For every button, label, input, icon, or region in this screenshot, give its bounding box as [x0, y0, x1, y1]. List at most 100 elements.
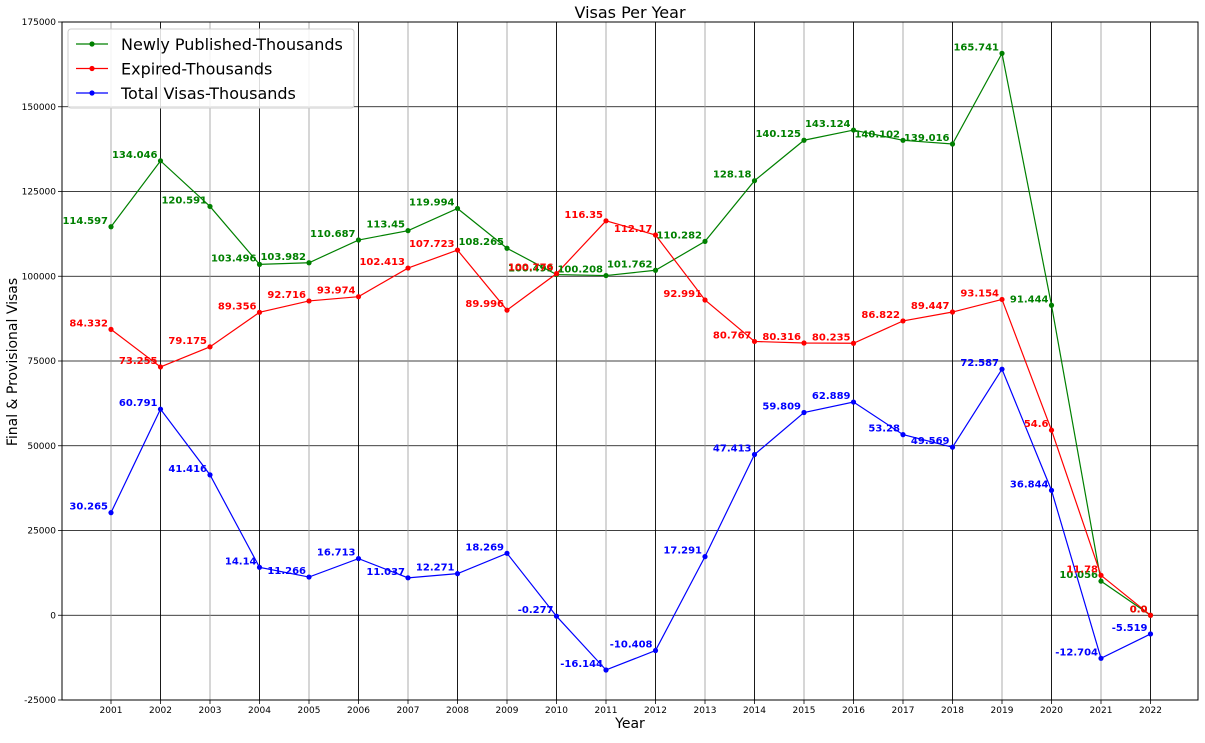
data-label-newly-published: 165.741	[953, 42, 999, 53]
data-point-expired	[256, 309, 263, 315]
series-group	[108, 50, 1154, 673]
data-label-total-visas: -5.519	[1112, 623, 1148, 634]
data-label-newly-published: 114.597	[62, 216, 108, 227]
data-label-total-visas: 14.14	[225, 556, 257, 567]
x-tick-label: 2018	[941, 706, 964, 716]
x-tick-label: 2001	[100, 706, 123, 716]
data-label-newly-published: 134.046	[112, 150, 158, 161]
series-line-newly-published	[110, 51, 1151, 616]
legend: Newly Published-Thousands Expired-Thousan…	[67, 28, 355, 109]
data-label-expired: 112.17	[614, 224, 653, 235]
data-label-total-visas: 47.413	[713, 444, 752, 455]
data-label-total-visas: 49.569	[911, 436, 950, 447]
data-point-newly-published	[1098, 578, 1104, 584]
data-point-total-visas	[999, 366, 1005, 372]
data-point-expired	[949, 309, 956, 315]
data-point-total-visas	[454, 571, 461, 577]
data-label-newly-published: 103.496	[211, 253, 257, 264]
data-point-expired	[751, 338, 758, 345]
data-label-total-visas: 53.28	[868, 424, 900, 435]
data-label-expired: 89.356	[218, 301, 257, 312]
x-tick-label: 2007	[397, 706, 420, 716]
data-point-newly-published	[702, 238, 708, 244]
data-point-expired	[207, 344, 213, 350]
x-tick-label: 2008	[446, 706, 469, 716]
data-point-total-visas	[405, 575, 411, 581]
data-point-newly-published	[207, 203, 213, 210]
data-label-total-visas: 36.844	[1010, 479, 1049, 490]
data-point-expired	[108, 326, 114, 332]
data-point-newly-published	[454, 205, 461, 212]
data-label-total-visas: 12.271	[416, 563, 455, 574]
data-point-expired	[652, 232, 659, 238]
y-tick-label: 75000	[27, 357, 56, 367]
data-label-newly-published: 128.18	[713, 170, 752, 181]
legend-swatch-marker	[89, 41, 95, 47]
data-label-newly-published: 0.0	[1130, 604, 1148, 615]
series-line-expired	[110, 220, 1151, 616]
x-tick-label: 2019	[991, 706, 1014, 716]
x-axis: 2001 2002 2003 2004 2005 2006 2007 2008 2009 2010…	[100, 700, 1162, 716]
data-point-newly-published	[306, 260, 312, 266]
legend-entry-label: Total Visas-Thousands	[120, 84, 296, 103]
data-point-newly-published	[949, 141, 956, 147]
data-label-total-visas: 72.587	[960, 358, 999, 369]
data-point-newly-published	[157, 158, 164, 164]
x-tick-label: 2016	[842, 706, 865, 716]
data-label-newly-published: 140.125	[755, 129, 801, 140]
y-tick-label: 150000	[22, 103, 57, 113]
data-point-expired	[850, 340, 857, 346]
y-tick-label: 175000	[22, 18, 57, 28]
grid	[62, 21, 1198, 701]
data-label-newly-published: 120.591	[161, 195, 207, 206]
data-point-total-visas	[306, 574, 312, 580]
data-point-total-visas	[751, 451, 758, 458]
data-label-expired: 116.35	[564, 210, 603, 221]
data-label-newly-published: 110.687	[310, 229, 356, 240]
data-point-expired	[355, 294, 362, 300]
data-point-expired	[306, 298, 312, 304]
data-point-total-visas	[1147, 631, 1154, 637]
x-tick-label: 2009	[496, 706, 519, 716]
data-point-total-visas	[900, 432, 906, 438]
data-label-total-visas: 16.713	[317, 548, 356, 559]
y-axis: -25000 0 25000 50000 75000 100000 125000 150000…	[22, 18, 62, 706]
series-line-total-visas	[110, 367, 1151, 671]
x-tick-label: 2004	[248, 706, 271, 716]
data-label-expired: 107.723	[409, 239, 455, 250]
data-point-total-visas	[207, 472, 213, 478]
data-point-total-visas	[801, 409, 807, 416]
data-label-expired: 80.316	[762, 332, 801, 343]
legend-entry-label: Expired-Thousands	[121, 60, 272, 79]
data-label-newly-published: 119.994	[409, 197, 455, 208]
data-label-newly-published: 113.45	[366, 220, 405, 231]
data-label-newly-published: 140.102	[854, 129, 900, 140]
data-point-total-visas	[108, 510, 114, 516]
data-point-newly-published	[108, 224, 114, 230]
data-point-expired	[504, 307, 510, 313]
data-label-total-visas: 60.791	[119, 398, 158, 409]
data-label-expired: 54.6	[1024, 419, 1049, 430]
data-label-expired: 84.332	[69, 318, 108, 329]
data-point-newly-published	[603, 272, 609, 279]
data-label-newly-published: 91.444	[1010, 294, 1049, 305]
data-point-total-visas	[652, 647, 659, 654]
data-label-total-visas: 11.037	[366, 567, 405, 578]
x-tick-label: 2013	[694, 706, 717, 716]
data-label-total-visas: 18.269	[465, 542, 504, 553]
data-label-expired: 0.0	[1130, 604, 1148, 615]
data-point-newly-published	[999, 50, 1005, 56]
data-label-newly-published: 103.982	[260, 252, 306, 263]
data-point-total-visas	[702, 554, 708, 560]
data-labels: 114.597 134.046 120.591 103.496 103.982 110.6…	[62, 42, 1147, 670]
data-point-total-visas	[553, 613, 560, 619]
data-label-total-visas: 62.889	[812, 391, 851, 402]
data-label-newly-published: 10.056	[1059, 570, 1098, 581]
chart-title: Visas Per Year	[574, 3, 685, 22]
data-label-newly-published: 101.762	[607, 259, 653, 270]
x-tick-label: 2022	[1139, 706, 1162, 716]
y-tick-label: 25000	[27, 527, 56, 537]
data-label-expired: 79.175	[168, 336, 207, 347]
data-label-expired: 92.991	[663, 289, 702, 300]
data-label-expired: 100.776	[508, 263, 554, 274]
